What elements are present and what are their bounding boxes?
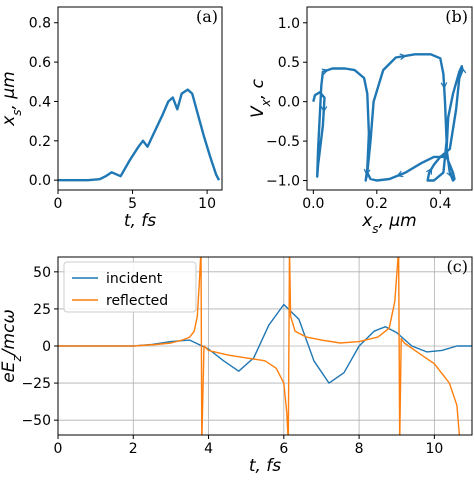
y-tick-label: 0.0 — [278, 95, 300, 111]
x-tick-label: 0.0 — [302, 196, 324, 212]
x-tick-label: 0 — [54, 441, 63, 457]
legend-label-reflected: reflected — [106, 293, 168, 309]
y-tick-label: 0.5 — [278, 55, 300, 71]
y-axis-label: xs, μm — [0, 71, 24, 127]
y-tick-label: −50 — [21, 413, 51, 429]
y-tick-label: 0.4 — [29, 94, 51, 110]
direction-arrow — [363, 168, 371, 176]
y-axis-label: eEz/mcω — [0, 309, 24, 382]
x-tick-label: 0.2 — [366, 196, 388, 212]
x-axis-label: t, fs — [249, 456, 281, 476]
y-tick-label: 0.6 — [29, 55, 51, 71]
y-tick-label: −0.5 — [266, 134, 300, 150]
direction-arrow — [440, 82, 448, 90]
series-line-panel-1 — [58, 88, 221, 182]
y-tick-label: 50 — [33, 265, 51, 281]
y-tick-label: 0 — [42, 339, 51, 355]
x-tick-label: 0.4 — [429, 196, 451, 212]
direction-arrow — [321, 68, 329, 75]
x-tick-label: 6 — [279, 441, 288, 457]
x-tick-label: 10 — [425, 441, 443, 457]
x-tick-label: 5 — [128, 196, 137, 212]
y-tick-label: 0.8 — [29, 16, 51, 32]
panel-label: (b) — [445, 7, 468, 26]
direction-arrow — [426, 167, 433, 175]
x-tick-label: 2 — [129, 441, 138, 457]
y-axis-label: Vx, c — [248, 78, 273, 118]
panel-label: (c) — [447, 257, 468, 276]
direction-arrow — [459, 66, 467, 74]
y-tick-label: −1.0 — [266, 174, 300, 190]
panel-label: (a) — [196, 7, 218, 26]
x-axis-label: xs, μm — [361, 211, 417, 236]
x-tick-label: 8 — [355, 441, 364, 457]
x-tick-label: 4 — [204, 441, 213, 457]
axes-frame — [306, 6, 473, 191]
x-axis-label: t, fs — [124, 211, 156, 231]
y-tick-label: 1.0 — [278, 16, 300, 32]
series-line-panel-2 — [312, 53, 464, 182]
y-tick-label: 0.0 — [29, 173, 51, 189]
x-tick-label: 10 — [198, 196, 216, 212]
series-line-reflected — [58, 257, 461, 435]
series-line-incident — [58, 303, 472, 384]
direction-arrow — [446, 170, 453, 178]
y-tick-label: 0.2 — [29, 134, 51, 150]
y-tick-label: −25 — [21, 376, 51, 392]
direction-arrow — [399, 53, 407, 61]
y-tick-label: 25 — [33, 302, 51, 318]
direction-arrow — [320, 105, 328, 113]
legend-label-incident: incident — [106, 271, 163, 287]
x-tick-label: 0 — [54, 196, 63, 212]
direction-arrow — [396, 170, 404, 178]
axes-frame — [57, 6, 223, 191]
